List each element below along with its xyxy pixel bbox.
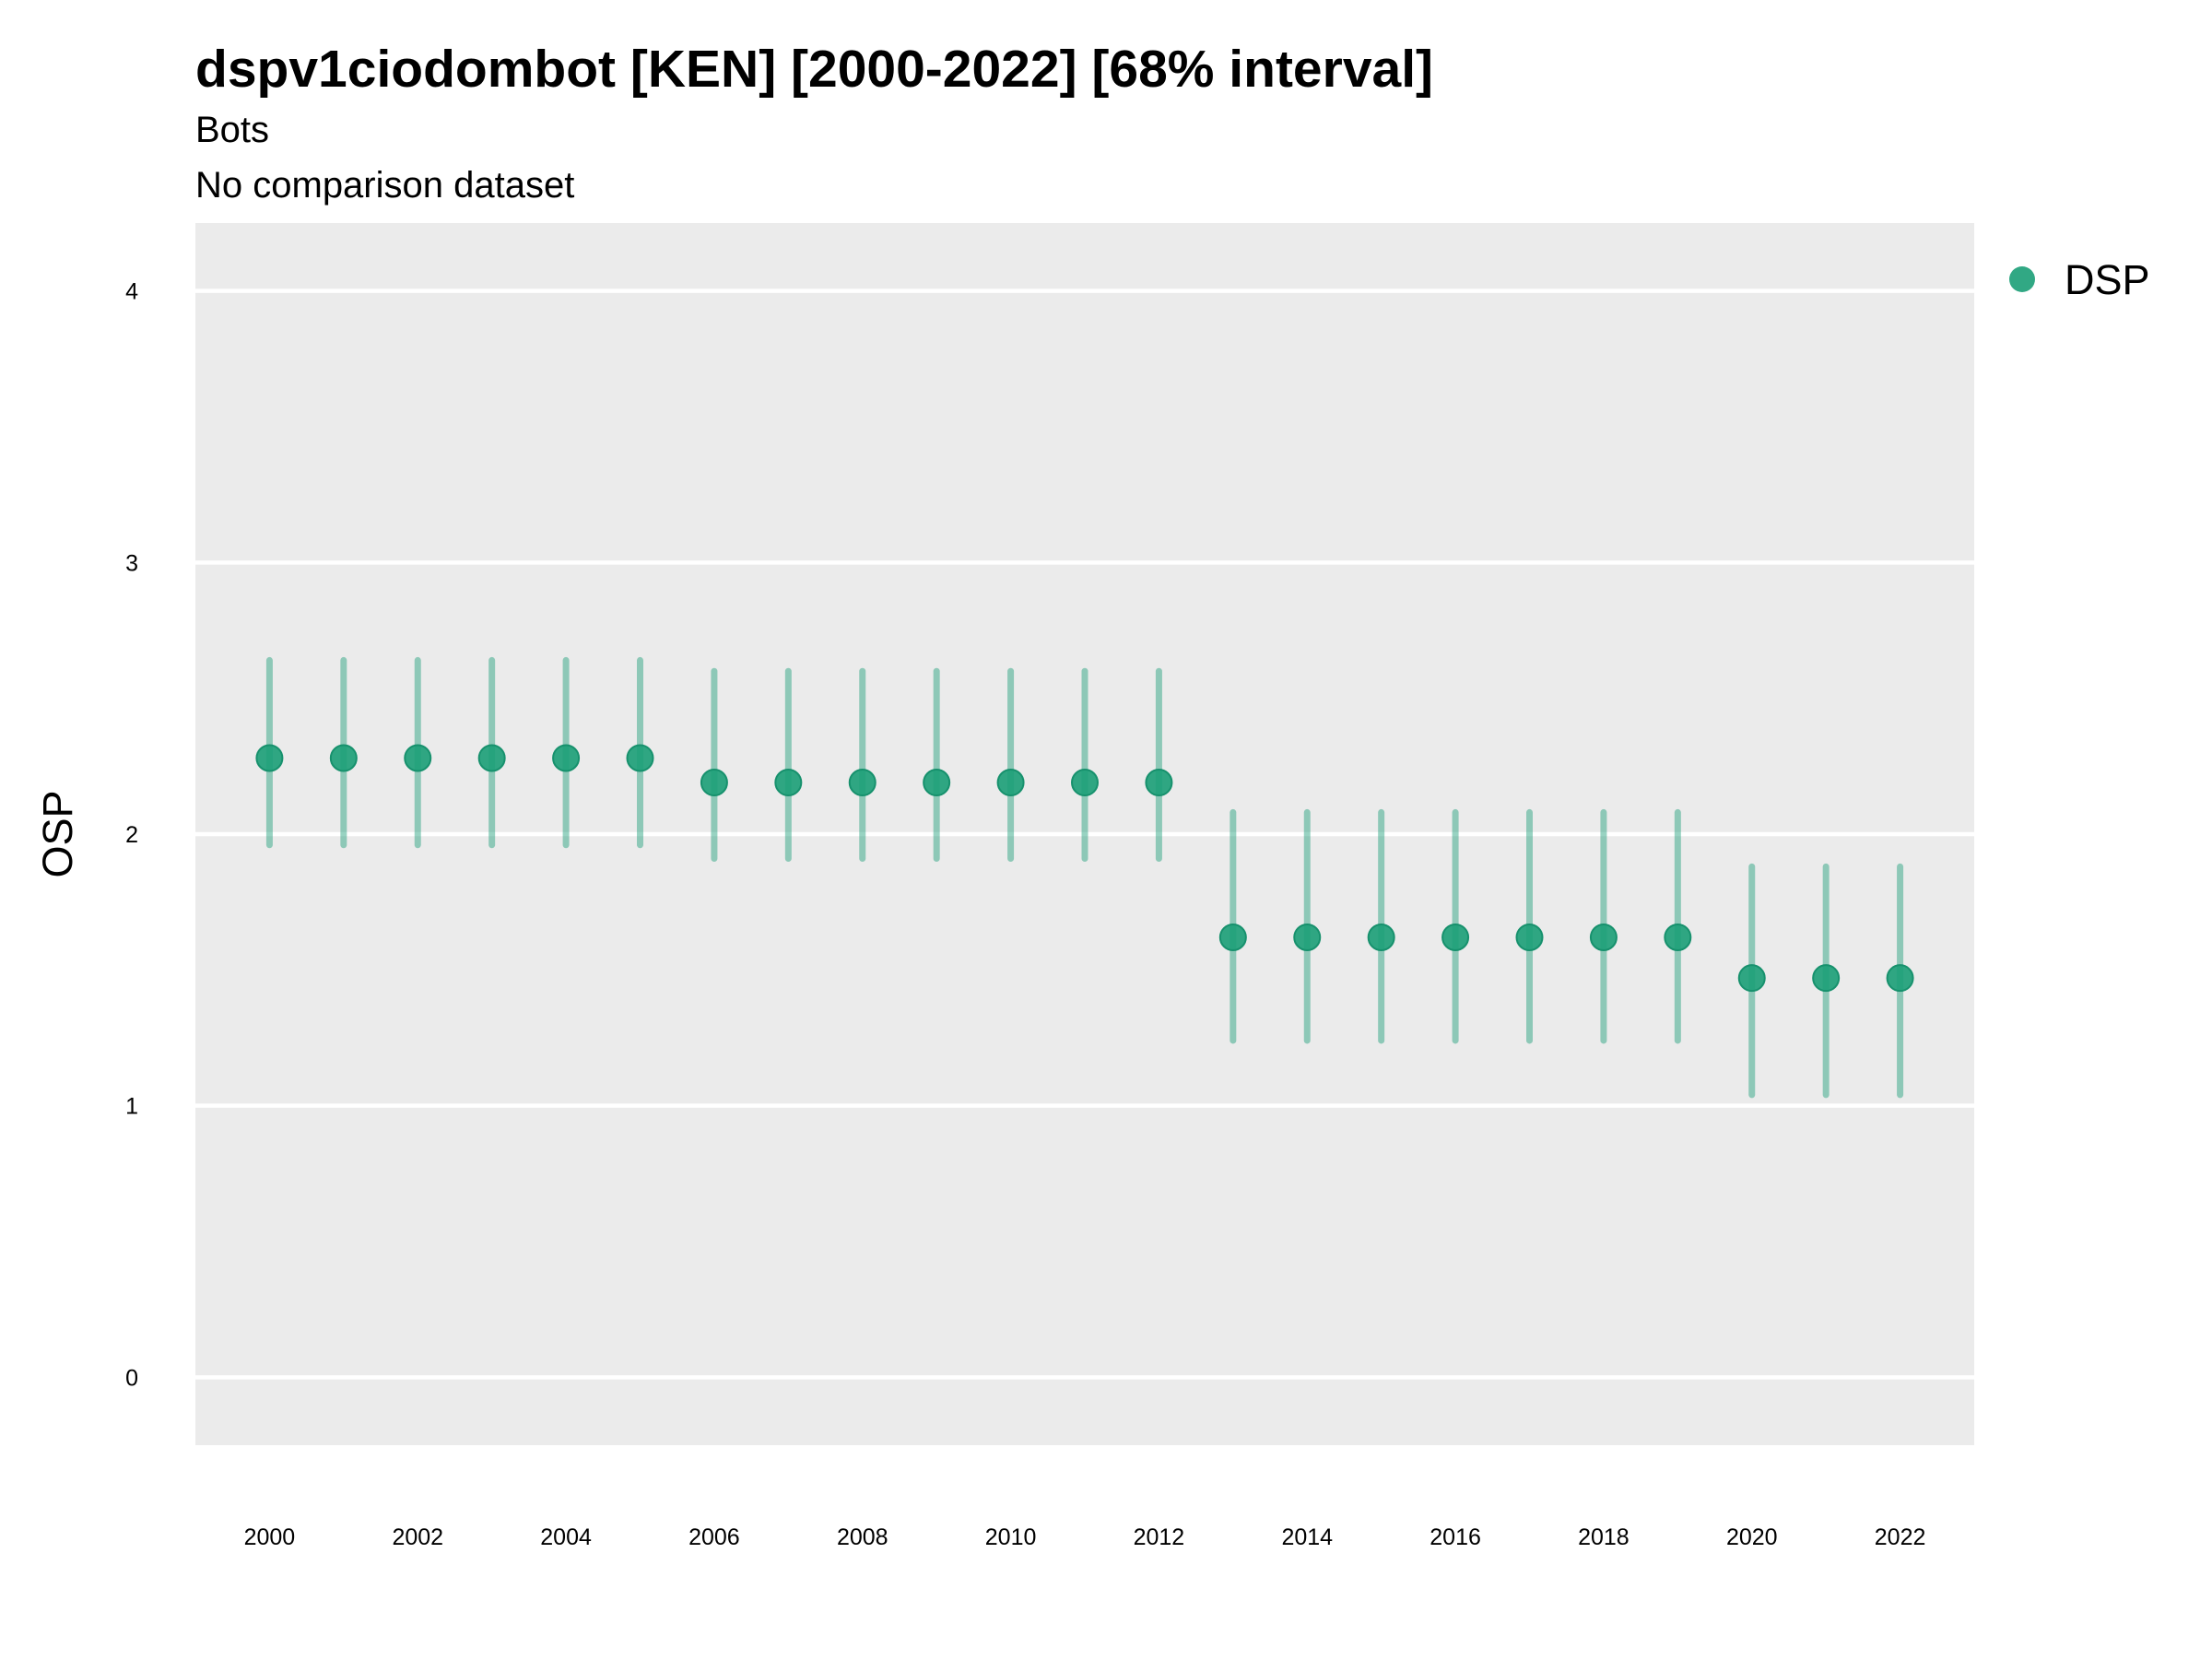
x-tick-label: 2018 [1578, 1524, 1630, 1550]
data-point [626, 744, 654, 772]
y-tick-label: 3 [125, 550, 138, 576]
y-tick-label: 0 [125, 1365, 138, 1391]
x-tick-label: 2020 [1726, 1524, 1778, 1550]
data-point [1367, 923, 1395, 951]
data-point [1886, 964, 1914, 993]
y-tick-label: 4 [125, 279, 138, 305]
x-tick-label: 2004 [540, 1524, 592, 1550]
chart-subtitle: Bots [195, 110, 269, 150]
x-tick-label: 2016 [1430, 1524, 1481, 1550]
data-point [1293, 923, 1322, 951]
x-axis-ticks: 2000 2002 2004 2006 2008 2010 2012 2014 2016 2018… [244, 1524, 1926, 1550]
chart-caption: No comparison dataset [195, 165, 574, 206]
data-point [329, 744, 358, 772]
y-tick-label: 1 [125, 1094, 138, 1120]
data-point [1737, 964, 1766, 993]
data-point [1515, 923, 1544, 951]
legend-label-dsp: DSP [2065, 256, 2150, 303]
data-point [1812, 964, 1841, 993]
data-point [404, 744, 432, 772]
grid-lines [195, 288, 1974, 1380]
data-point [1218, 923, 1247, 951]
x-tick-label: 2000 [244, 1524, 296, 1550]
x-tick-label: 2002 [392, 1524, 443, 1550]
x-tick-label: 2008 [837, 1524, 888, 1550]
data-point [1441, 923, 1470, 951]
x-tick-label: 2006 [688, 1524, 740, 1550]
data-point [477, 744, 506, 772]
data-point [1589, 923, 1618, 951]
y-axis-title: OSP [34, 790, 81, 877]
y-tick-label: 2 [125, 822, 138, 848]
legend: DSP [2009, 256, 2150, 303]
data-point [996, 769, 1025, 797]
legend-key-dsp [2009, 266, 2035, 292]
data-point [255, 744, 284, 772]
x-tick-label: 2012 [1134, 1524, 1185, 1550]
data-point [923, 769, 951, 797]
data-point [774, 769, 803, 797]
data-point [1664, 923, 1692, 951]
x-tick-label: 2014 [1281, 1524, 1333, 1550]
y-axis-ticks: 0 1 2 3 4 [125, 279, 138, 1392]
data-point [1071, 769, 1099, 797]
chart-title: dspv1ciodombot [KEN] [2000-2022] [68% in… [195, 40, 1433, 99]
data-point [700, 769, 728, 797]
x-tick-label: 2022 [1875, 1524, 1926, 1550]
data-point [552, 744, 581, 772]
data-point [1145, 769, 1173, 797]
data-points [255, 744, 1914, 993]
x-tick-label: 2010 [985, 1524, 1037, 1550]
data-point [848, 769, 877, 797]
